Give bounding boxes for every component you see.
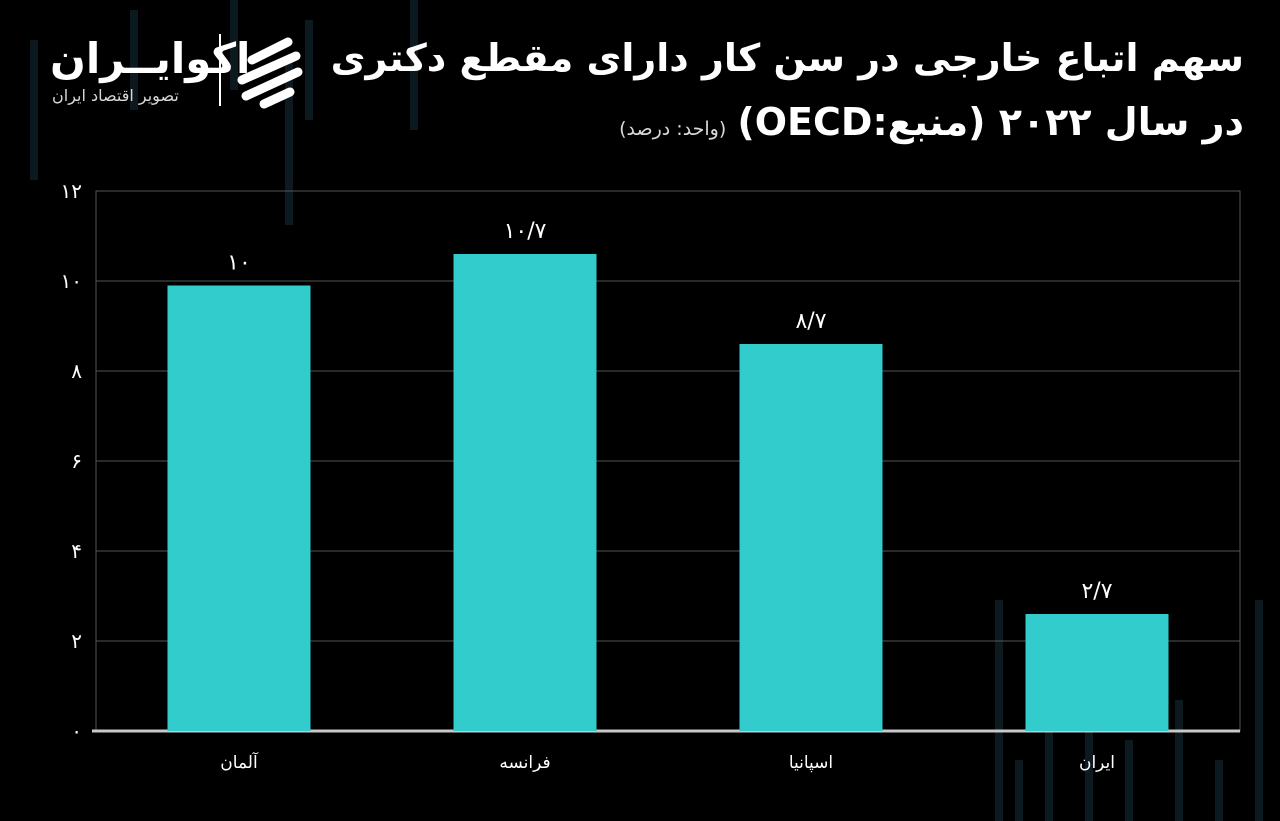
chart-title-line-2: در سال ۲۰۲۲ (منبع:OECD) (واحد: درصد) [619, 100, 1244, 144]
y-tick-label: ۴ [71, 539, 82, 563]
chart-unit-note: (واحد: درصد) [619, 118, 727, 140]
x-tick-label: آلمان [220, 751, 259, 773]
background-candlestick [1175, 700, 1183, 821]
bar [453, 254, 597, 731]
background-candlestick [1045, 690, 1053, 821]
bar [167, 285, 311, 731]
x-tick-label: ایران [1079, 753, 1115, 773]
background-candlestick [410, 0, 418, 130]
logo-tagline: تصویر اقتصاد ایران [52, 86, 179, 105]
background-candlestick [1125, 740, 1133, 821]
ecoiran-logo: اکوایــران تصویر اقتصاد ایران [44, 30, 314, 110]
logo-mark-icon [237, 37, 303, 109]
x-tick-label: اسپانیا [789, 753, 833, 773]
y-tick-label: ۰ [71, 719, 82, 743]
chart-title-line-1: سهم اتباع خارجی در سن کار دارای مقطع دکت… [330, 36, 1244, 80]
data-label: ۱۰ [227, 251, 251, 276]
background-candlestick [305, 20, 313, 120]
data-label: ۲/۷ [1081, 579, 1112, 604]
logo-divider [219, 34, 221, 106]
background-candlestick [230, 0, 238, 90]
y-tick-label: ۶ [71, 449, 82, 473]
background-candlestick [1085, 720, 1093, 821]
data-label: ۱۰/۷ [504, 219, 547, 244]
y-tick-label: ۱۲ [61, 179, 82, 203]
data-label: ۸/۷ [795, 309, 826, 334]
background-candlestick [30, 40, 38, 180]
y-tick-label: ۱۰ [61, 269, 82, 293]
bar [739, 344, 883, 731]
logo-name: اکوایــران [50, 34, 251, 83]
background-candlestick [1215, 760, 1223, 821]
background-candlestick [1015, 760, 1023, 821]
background-candlestick [285, 60, 293, 225]
y-tick-label: ۲ [71, 629, 82, 653]
background-candlestick [995, 600, 1003, 821]
background-candlestick [1255, 600, 1263, 821]
y-tick-label: ۸ [71, 359, 82, 383]
background-candlestick [130, 10, 138, 110]
chart-title-year-source: در سال ۲۰۲۲ (منبع:OECD) [737, 100, 1244, 144]
bar [1025, 614, 1169, 731]
x-tick-label: فرانسه [499, 753, 550, 773]
